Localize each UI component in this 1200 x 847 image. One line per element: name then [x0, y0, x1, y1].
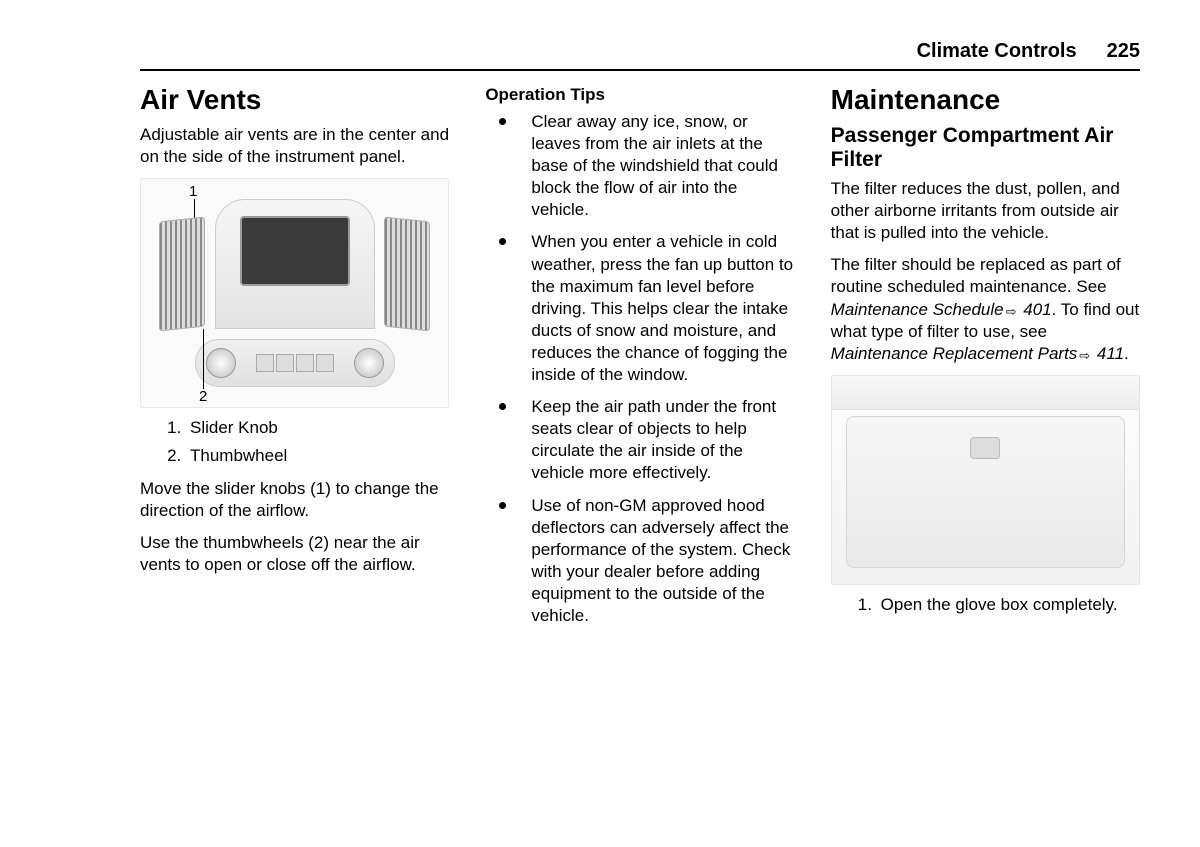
ref-page-411: 411	[1092, 344, 1124, 363]
page-header: Climate Controls 225	[140, 40, 1140, 71]
glove-shelf-icon	[832, 376, 1139, 410]
mini-button-icon	[276, 354, 294, 372]
air-vents-intro: Adjustable air vents are in the center a…	[140, 124, 449, 168]
callout-2-leader	[203, 329, 204, 389]
mini-button-icon	[316, 354, 334, 372]
air-vents-figure: 1 2	[140, 178, 449, 408]
dash-center-icon	[215, 199, 375, 329]
slider-knob-instruction: Move the slider knobs (1) to change the …	[140, 478, 449, 522]
glove-box-steps: Open the glove box completely.	[831, 593, 1140, 617]
text-segment: .	[1124, 344, 1129, 363]
glove-box-figure	[831, 375, 1140, 585]
tip-1: Clear away any ice, snow, or leaves from…	[485, 111, 794, 221]
three-column-layout: Air Vents Adjustable air vents are in th…	[140, 85, 1140, 637]
header-section-title: Climate Controls	[917, 40, 1077, 63]
knob-right-icon	[354, 348, 384, 378]
air-filter-replacement: The filter should be replaced as part of…	[831, 254, 1140, 364]
thumbwheel-instruction: Use the thumbwheels (2) near the air ven…	[140, 532, 449, 576]
dash-screen-icon	[240, 216, 350, 286]
tip-2: When you enter a vehicle in cold weather…	[485, 231, 794, 386]
knob-left-icon	[206, 348, 236, 378]
maintenance-schedule-ref: Maintenance Schedule	[831, 300, 1004, 319]
air-filter-description: The filter reduces the dust, pollen, and…	[831, 178, 1140, 244]
glove-box-step-1: Open the glove box completely.	[877, 593, 1140, 617]
cross-ref-arrow-icon: ⇨	[1006, 304, 1017, 321]
callout-1: 1	[189, 183, 197, 200]
legend-item-1: Slider Knob	[186, 416, 449, 440]
air-vents-legend: Slider Knob Thumbwheel	[140, 416, 449, 468]
tip-4: Use of non-GM approved hood deflectors c…	[485, 495, 794, 628]
dash-vent-left-icon	[159, 217, 205, 332]
ref-page-401: 401	[1019, 300, 1052, 319]
legend-item-2: Thumbwheel	[186, 444, 449, 468]
glove-box-body-icon	[846, 416, 1125, 568]
dash-lower-controls-icon	[195, 339, 395, 387]
air-filter-heading: Passenger Compartment Air Filter	[831, 124, 1140, 172]
tip-3: Keep the air path under the front seats …	[485, 396, 794, 484]
column-3: Maintenance Passenger Compartment Air Fi…	[831, 85, 1140, 637]
mini-button-icon	[296, 354, 314, 372]
header-page-number: 225	[1107, 40, 1140, 63]
operation-tips-list: Clear away any ice, snow, or leaves from…	[485, 111, 794, 627]
operation-tips-heading: Operation Tips	[485, 85, 794, 105]
text-segment: The filter should be replaced as part of…	[831, 255, 1121, 296]
air-vents-heading: Air Vents	[140, 85, 449, 116]
callout-2: 2	[199, 388, 207, 405]
cross-ref-arrow-icon: ⇨	[1079, 348, 1090, 365]
button-row-icon	[256, 354, 334, 372]
dash-vent-right-icon	[384, 217, 430, 332]
column-2: Operation Tips Clear away any ice, snow,…	[485, 85, 794, 637]
column-1: Air Vents Adjustable air vents are in th…	[140, 85, 449, 637]
mini-button-icon	[256, 354, 274, 372]
maintenance-heading: Maintenance	[831, 85, 1140, 116]
glove-latch-icon	[970, 437, 1000, 459]
replacement-parts-ref: Maintenance Replacement Parts	[831, 344, 1078, 363]
